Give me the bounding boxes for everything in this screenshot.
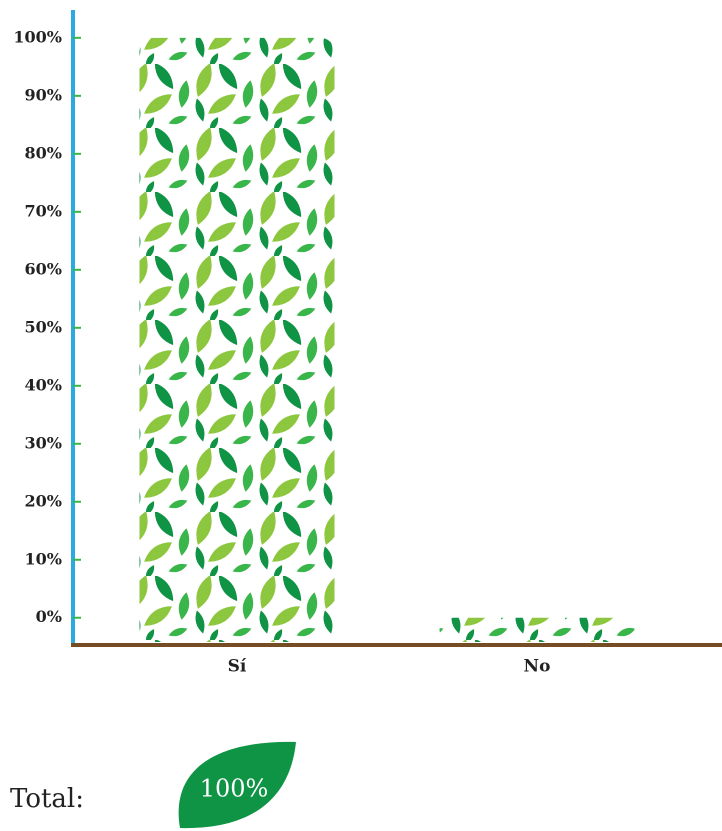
y-tick-label: 50% <box>25 317 62 336</box>
y-tick-label: 100% <box>13 27 62 46</box>
y-tick-label: 70% <box>25 201 62 220</box>
y-tick-label: 80% <box>25 143 62 162</box>
y-tick-label: 10% <box>25 549 62 568</box>
y-tick-label: 0% <box>36 607 62 626</box>
bar <box>139 37 335 642</box>
y-tick-label: 30% <box>25 433 62 452</box>
total-leaf <box>178 741 296 829</box>
y-tick-label: 90% <box>25 85 62 104</box>
x-tick-label: Sí <box>228 657 247 677</box>
y-tick-label: 40% <box>25 375 62 394</box>
total-value: 100% <box>200 775 269 803</box>
total-label: Total: <box>10 784 84 814</box>
y-tick-label: 20% <box>25 491 62 510</box>
x-tick-label: No <box>524 657 551 677</box>
y-tick-label: 60% <box>25 259 62 278</box>
bar <box>439 617 635 642</box>
